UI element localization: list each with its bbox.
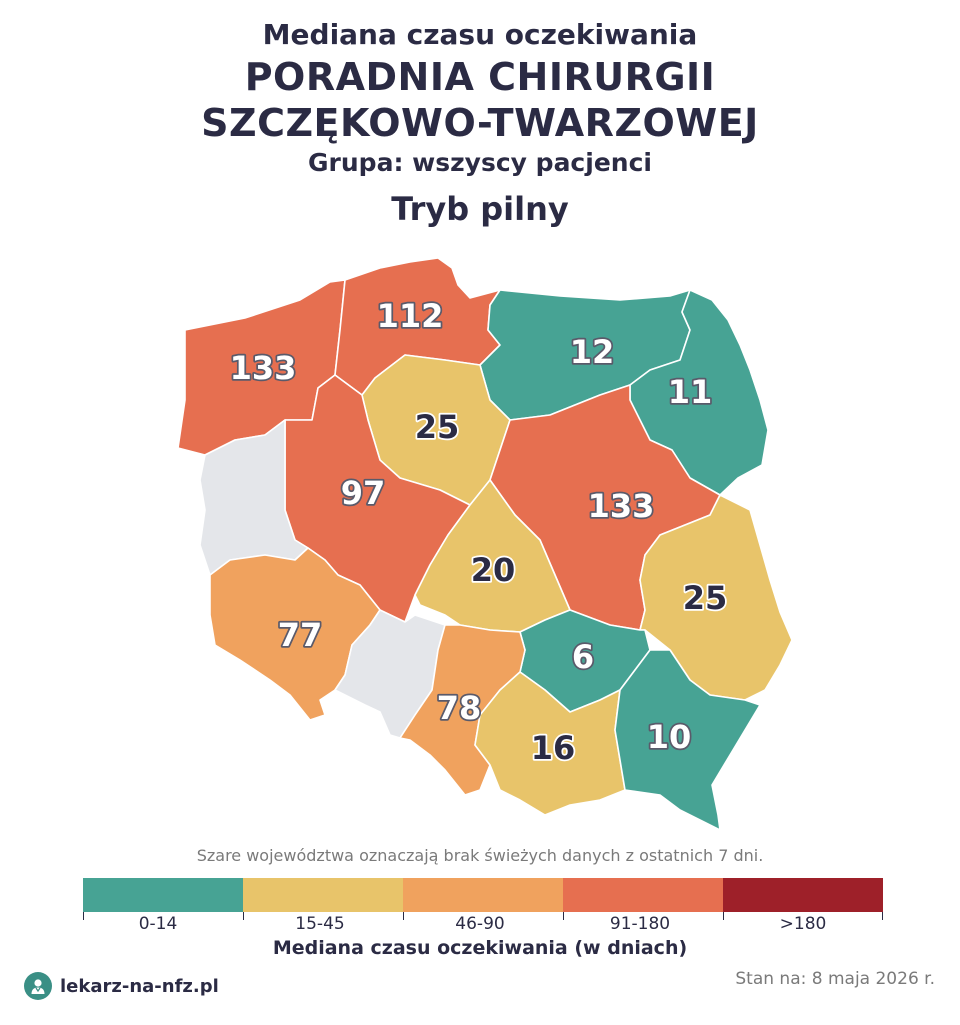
title-line-1: Mediana czasu oczekiwania — [262, 18, 698, 51]
region-value-swietokrzyskie: 6 — [572, 638, 594, 676]
legend-colorbar — [83, 878, 883, 912]
data-date: Stan na: 8 maja 2026 r. — [735, 969, 935, 989]
region-value-warminsko-mazurskie: 12 — [570, 333, 615, 371]
mode-title: Tryb pilny — [391, 190, 569, 228]
legend-label-46-90: 46-90 — [455, 914, 505, 934]
region-value-slaskie: 78 — [437, 689, 482, 727]
region-value-dolnoslaskie: 77 — [278, 616, 323, 654]
legend-swatch-46-90 — [403, 878, 563, 912]
region-value-pomorskie: 112 — [377, 297, 444, 335]
legend-tick — [563, 912, 564, 920]
region-value-zachodniopomorskie: 133 — [230, 349, 297, 387]
legend-tick — [403, 912, 404, 920]
region-value-mazowieckie: 133 — [588, 487, 655, 525]
title-line-3: SZCZĘKOWO-TWARZOWEJ — [201, 101, 759, 145]
legend-label-91-180: 91-180 — [609, 914, 671, 934]
legend-tick — [723, 912, 724, 920]
legend-swatch-0-14 — [83, 878, 243, 912]
legend-tick — [83, 912, 84, 920]
region-malopolskie[interactable] — [474, 671, 626, 816]
region-value-wielkopolskie: 97 — [341, 474, 386, 512]
legend-tick — [882, 912, 883, 920]
region-slaskie[interactable] — [399, 624, 526, 796]
poland-map: 133 112 12 11 25 97 133 20 25 77 6 78 16… — [177, 257, 793, 831]
no-data-note: Szare województwa oznaczają brak świeżyc… — [196, 846, 764, 865]
region-value-kujawsko-pomorskie: 25 — [415, 408, 460, 446]
title-line-2: PORADNIA CHIRURGII — [244, 55, 716, 99]
legend-label-15-45: 15-45 — [295, 914, 345, 934]
site-logo[interactable]: lekarz-na-nfz.pl — [24, 972, 219, 1000]
legend-title: Mediana czasu oczekiwania (w dniach) — [272, 937, 688, 959]
region-value-podlaskie: 11 — [668, 373, 713, 411]
doctor-icon — [24, 972, 52, 1000]
region-value-malopolskie: 16 — [531, 729, 576, 767]
legend-swatch-91-180 — [563, 878, 723, 912]
legend-swatch-15-45 — [243, 878, 403, 912]
site-name: lekarz-na-nfz.pl — [60, 975, 219, 997]
legend-label-180-plus: >180 — [779, 914, 827, 934]
patient-group: Grupa: wszyscy pacjenci — [308, 148, 652, 177]
legend-ticks — [83, 912, 883, 920]
region-value-podkarpackie: 10 — [647, 718, 692, 756]
legend-label-0-14: 0-14 — [138, 914, 178, 934]
region-podkarpackie[interactable] — [614, 649, 761, 831]
region-value-lubelskie: 25 — [683, 579, 728, 617]
region-value-lodzkie: 20 — [471, 551, 516, 589]
region-opolskie[interactable] — [334, 609, 446, 739]
legend-swatch-180-plus — [723, 878, 883, 912]
legend-tick — [243, 912, 244, 920]
